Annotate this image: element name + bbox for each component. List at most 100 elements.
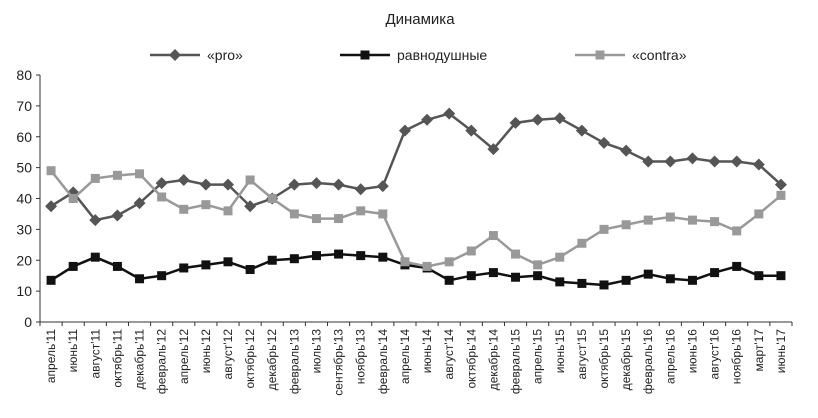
x-tick-label: февраль'14 [376,329,390,394]
point [201,260,211,270]
point [177,173,190,186]
y-tick-label: 20 [16,252,32,268]
legend-marker [360,50,370,60]
point [643,215,653,225]
point [575,124,588,137]
point [710,217,720,227]
point [46,166,56,176]
point [45,200,58,213]
x-tick-label: июль'13 [309,329,323,374]
point [710,268,720,278]
point [730,155,743,168]
x-tick-label: октябрь'15 [597,329,611,389]
x-tick-label: апрель'12 [177,329,191,384]
x-tick-label: август'14 [442,329,456,380]
point [577,278,587,288]
point [201,200,211,210]
point [267,255,277,265]
chart-title: Динамика [385,11,455,28]
x-tick-label: июнь'15 [553,329,567,374]
point [398,124,411,137]
x-tick-label: декабрь'12 [265,329,279,391]
x-tick-label: апрель'16 [663,329,677,384]
point [555,252,565,262]
point [686,152,699,165]
point [643,269,653,279]
point [89,214,102,227]
point [155,177,168,190]
y-tick-label: 0 [24,314,32,330]
point [754,271,764,281]
legend-marker [169,49,181,61]
point [245,265,255,275]
y-tick-label: 80 [16,67,32,83]
y-tick-label: 40 [16,191,32,207]
point [135,169,145,179]
point [466,271,476,281]
x-tick-label: февраль'15 [509,329,523,394]
point [443,107,456,120]
point [774,178,787,191]
point [378,209,388,219]
point [157,271,167,281]
point [599,280,609,290]
point [621,275,631,285]
point [356,206,366,216]
x-tick-label: сентябрь'13 [332,329,346,396]
x-tick-label: август'15 [575,329,589,380]
point [245,175,255,185]
point [776,190,786,200]
point [354,183,367,196]
point [754,209,764,219]
point [179,204,189,214]
point [487,143,500,156]
point [112,170,122,180]
x-tick-label: ноябрь'13 [354,329,368,385]
point [311,214,321,224]
point [531,113,544,126]
point [488,268,498,278]
point [378,252,388,262]
point [267,194,277,203]
point [356,251,366,261]
point [289,254,299,264]
point [112,261,122,271]
point [111,209,124,222]
point [422,261,432,271]
x-tick-label: август'11 [88,329,102,379]
y-tick-label: 70 [16,98,32,114]
point [46,275,56,285]
point [334,214,344,224]
x-tick-label: август'12 [221,329,235,380]
point [311,251,321,261]
x-tick-label: октябрь'12 [243,329,257,389]
series-line [50,169,782,268]
point [511,272,521,282]
legend-marker [595,50,605,60]
point [642,155,655,168]
point [68,194,78,203]
point [509,116,522,129]
x-tick-label: февраль'16 [641,329,655,394]
point [444,275,454,285]
point [376,180,389,193]
point [199,178,212,191]
x-tick-label: март'17 [752,329,766,372]
point [332,178,345,191]
x-tick-label: февраль'13 [287,329,301,394]
x-tick-label: октябрь'11 [110,329,124,388]
x-tick-label: декабрь'14 [486,329,500,391]
x-tick-label: октябрь'14 [464,329,478,389]
legend-label: равнодушные [397,47,487,63]
x-tick-label: июнь'16 [685,329,699,374]
x-tick-label: апрель'11 [44,329,58,383]
point [223,206,233,216]
point [732,226,742,236]
point [665,274,675,284]
point [465,124,478,137]
point [179,263,189,273]
point [732,261,742,271]
point [533,260,543,270]
